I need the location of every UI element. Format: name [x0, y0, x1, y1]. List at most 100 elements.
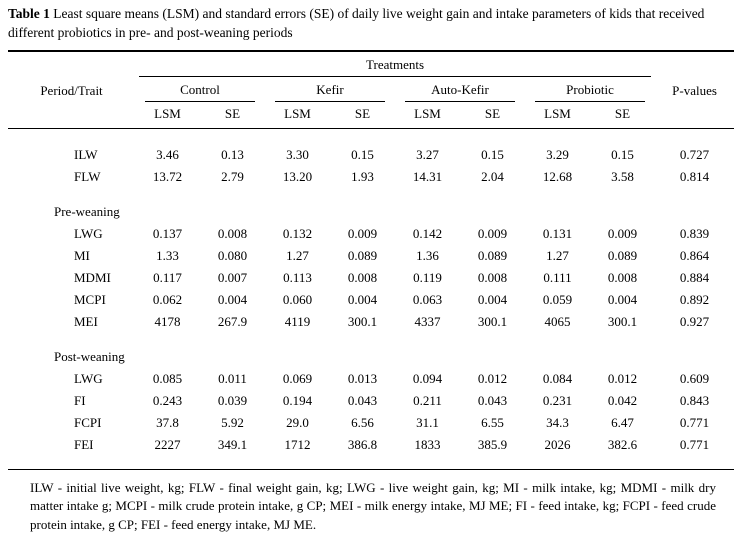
spacer-row: [8, 188, 734, 201]
table-caption-text: Least square means (LSM) and standard er…: [8, 6, 705, 40]
section-row: Post-weaning: [8, 346, 734, 368]
table-body: ILW 3.46 0.13 3.30 0.15 3.27 0.15 3.29 0.15 0.727…: [8, 128, 734, 469]
corner-cell: [8, 51, 135, 77]
value-cell: 0.15: [481, 146, 504, 162]
subheader-lsm: LSM: [525, 101, 590, 129]
value-cell: 1.27: [546, 247, 569, 263]
pvalue-cell: 0.864: [679, 247, 710, 263]
group-header-kefir: Kefir: [265, 77, 395, 102]
value-cell: 2227: [154, 436, 181, 452]
value-cell: 0.008: [347, 269, 378, 285]
value-cell: 0.15: [351, 146, 374, 162]
value-cell: 0.089: [477, 247, 508, 263]
value-cell: 0.007: [217, 269, 248, 285]
table-footnote: ILW - initial live weight, kg; FLW - fin…: [30, 479, 716, 532]
value-cell: 0.094: [412, 370, 443, 386]
value-cell: 0.089: [607, 247, 638, 263]
table-row: ILW 3.46 0.13 3.30 0.15 3.27 0.15 3.29 0.15 0.727: [8, 128, 734, 166]
value-cell: 1712: [284, 436, 311, 452]
table-caption-label: Table 1: [8, 6, 50, 21]
value-cell: 349.1: [217, 436, 248, 452]
value-cell: 0.243: [152, 392, 183, 408]
pvalue-cell: 0.884: [679, 269, 710, 285]
trait-label: MCPI: [74, 291, 106, 307]
treatments-header-cell: Treatments: [135, 51, 655, 77]
value-cell: 267.9: [217, 313, 248, 329]
value-cell: 1.27: [286, 247, 309, 263]
value-cell: 0.13: [221, 146, 244, 162]
corner-cell: [655, 51, 734, 77]
subheader-lsm: LSM: [395, 101, 460, 129]
table-row: MDMI 0.117 0.007 0.113 0.008 0.119 0.008 0.111 0…: [8, 267, 734, 289]
value-cell: 0.15: [611, 146, 634, 162]
section-label: Pre-weaning: [54, 203, 120, 219]
table-row: FI 0.243 0.039 0.194 0.043 0.211 0.043 0.231 0.0…: [8, 390, 734, 412]
trait-label: FI: [74, 392, 86, 408]
pvalue-cell: 0.927: [679, 313, 710, 329]
trait-label: FEI: [74, 436, 94, 452]
value-cell: 13.72: [152, 168, 183, 184]
pvalue-cell: 0.771: [679, 436, 710, 452]
pvalue-cell: 0.771: [679, 414, 710, 430]
value-cell: 2.04: [481, 168, 504, 184]
subheader-se: SE: [590, 101, 656, 129]
group-header-probiotic-label: Probiotic: [535, 77, 646, 102]
value-cell: 0.080: [217, 247, 248, 263]
value-cell: 5.92: [221, 414, 244, 430]
value-cell: 0.004: [347, 291, 378, 307]
table-header: Treatments Period/Trait Control Kefir Au…: [8, 51, 735, 129]
value-cell: 4178: [154, 313, 181, 329]
subheader-se: SE: [460, 101, 525, 129]
value-cell: 0.004: [477, 291, 508, 307]
subheader-lsm: LSM: [135, 101, 200, 129]
value-cell: 3.58: [611, 168, 634, 184]
value-cell: 4065: [544, 313, 571, 329]
value-cell: 3.46: [156, 146, 179, 162]
value-cell: 0.137: [152, 225, 183, 241]
value-cell: 0.012: [477, 370, 508, 386]
value-cell: 0.059: [542, 291, 573, 307]
value-cell: 300.1: [347, 313, 378, 329]
value-cell: 0.131: [542, 225, 573, 241]
value-cell: 1.93: [351, 168, 374, 184]
value-cell: 0.211: [413, 392, 442, 408]
value-cell: 0.119: [413, 269, 442, 285]
value-cell: 12.68: [542, 168, 573, 184]
value-cell: 0.085: [152, 370, 183, 386]
value-cell: 300.1: [607, 313, 638, 329]
value-cell: 0.009: [347, 225, 378, 241]
results-table: Treatments Period/Trait Control Kefir Au…: [8, 49, 735, 470]
value-cell: 3.29: [546, 146, 569, 162]
pvalue-cell: 0.609: [679, 370, 710, 386]
pvalue-cell: 0.892: [679, 291, 710, 307]
value-cell: 0.060: [282, 291, 313, 307]
value-cell: 0.231: [542, 392, 573, 408]
group-header-kefir-label: Kefir: [275, 77, 385, 102]
trait-label: MEI: [74, 313, 98, 329]
section-row: Pre-weaning: [8, 201, 734, 223]
value-cell: 0.084: [542, 370, 573, 386]
value-cell: 0.142: [412, 225, 443, 241]
value-cell: 0.012: [607, 370, 638, 386]
value-cell: 0.008: [607, 269, 638, 285]
trait-label: MI: [74, 247, 90, 263]
group-header-control: Control: [135, 77, 265, 102]
spacer-cell: [8, 333, 734, 346]
value-cell: 0.132: [282, 225, 313, 241]
group-header-control-label: Control: [145, 77, 255, 102]
pvalues-header: P-values: [655, 76, 735, 129]
value-cell: 1.36: [416, 247, 439, 263]
value-cell: 386.8: [347, 436, 378, 452]
value-cell: 0.008: [217, 225, 248, 241]
value-cell: 0.004: [607, 291, 638, 307]
value-cell: 4337: [414, 313, 441, 329]
treatments-row: Treatments: [8, 51, 734, 77]
subheader-se: SE: [330, 101, 395, 129]
value-cell: 382.6: [607, 436, 638, 452]
value-cell: 0.009: [607, 225, 638, 241]
value-cell: 0.004: [217, 291, 248, 307]
value-cell: 0.009: [477, 225, 508, 241]
value-cell: 0.111: [543, 269, 572, 285]
table-row: MCPI 0.062 0.004 0.060 0.004 0.063 0.004 0.059 0…: [8, 289, 734, 311]
